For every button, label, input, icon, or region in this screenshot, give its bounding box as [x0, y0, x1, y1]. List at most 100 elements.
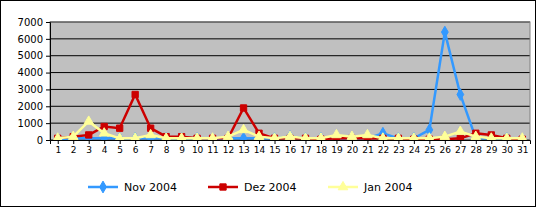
x-tick-mark — [445, 140, 446, 144]
y-axis: 01000200030004000500060007000 — [18, 17, 51, 146]
x-tick-mark — [398, 140, 399, 144]
y-tick: 7000 — [18, 17, 50, 28]
series-marker — [53, 133, 63, 140]
legend-item: Nov 2004 — [88, 181, 177, 194]
x-tick: 19 — [331, 140, 343, 155]
y-tick-label: 0 — [37, 135, 43, 146]
x-tick-mark — [135, 140, 136, 144]
series-marker — [223, 131, 233, 139]
series-marker — [146, 129, 156, 137]
x-tick-mark — [507, 140, 508, 144]
chart: 0100020003000400050006000700012345678910… — [0, 0, 536, 207]
y-tick: 2000 — [18, 101, 50, 112]
x-tick-label: 24 — [409, 145, 421, 155]
y-tick-label: 3000 — [18, 84, 43, 95]
x-tick-label: 17 — [300, 145, 311, 155]
series-marker — [254, 131, 264, 139]
y-tick: 0 — [37, 135, 50, 146]
series-marker — [132, 91, 138, 97]
series-marker — [440, 131, 450, 139]
x-tick: 12 — [223, 140, 234, 155]
y-tick: 3000 — [18, 84, 50, 95]
series-marker — [239, 124, 249, 132]
x-tick-mark — [414, 140, 415, 144]
series-marker — [192, 133, 202, 140]
series-marker — [394, 133, 404, 140]
x-tick: 8 — [164, 140, 170, 155]
x-tick-label: 23 — [393, 145, 404, 155]
x-tick-mark — [166, 140, 167, 144]
legend-label: Dez 2004 — [244, 181, 297, 194]
y-tick-mark — [46, 106, 50, 107]
chart-border — [1, 1, 536, 207]
x-tick: 1 — [55, 140, 61, 155]
x-tick: 17 — [300, 140, 311, 155]
series-marker — [99, 128, 109, 136]
x-tick: 29 — [486, 140, 498, 155]
x-tick: 21 — [362, 140, 373, 155]
grid-line — [50, 55, 530, 56]
x-tick-label: 4 — [102, 145, 108, 155]
x-tick: 7 — [148, 140, 154, 155]
series-marker — [517, 133, 527, 140]
series-marker — [161, 133, 171, 140]
x-tick-label: 29 — [486, 145, 498, 155]
series-marker — [425, 133, 435, 140]
x-tick: 15 — [269, 140, 280, 155]
x-tick-label: 11 — [207, 145, 218, 155]
y-tick-label: 6000 — [18, 34, 43, 45]
x-tick-label: 18 — [316, 145, 328, 155]
series-line — [58, 32, 523, 139]
y-tick: 4000 — [18, 67, 50, 78]
series-marker — [457, 135, 463, 140]
x-tick-mark — [321, 140, 322, 144]
legend-label: Jan 2004 — [363, 181, 412, 194]
plot-frame — [50, 22, 530, 140]
x-tick-mark — [352, 140, 353, 144]
x-tick: 31 — [517, 140, 528, 155]
series-marker — [270, 133, 280, 140]
legend-item: Jan 2004 — [328, 181, 412, 194]
y-tick-mark — [46, 140, 50, 141]
y-tick-mark — [46, 73, 50, 74]
legend: Nov 2004 Dez 2004 Jan 2004 — [88, 181, 412, 194]
legend-label: Nov 2004 — [124, 181, 177, 194]
plot: 0100020003000400050006000700012345678910… — [18, 17, 531, 156]
x-tick: 25 — [424, 140, 435, 155]
x-tick-mark — [259, 140, 260, 144]
x-tick-mark — [89, 140, 90, 144]
x-tick-mark — [104, 140, 105, 144]
series-marker — [84, 116, 94, 124]
x-tick-label: 14 — [254, 145, 266, 155]
series-marker — [177, 133, 187, 140]
legend-marker — [100, 181, 107, 193]
x-tick-label: 25 — [424, 145, 435, 155]
x-tick: 22 — [378, 140, 389, 155]
y-tick-label: 4000 — [18, 67, 43, 78]
x-tick-label: 2 — [71, 145, 77, 155]
series-marker — [240, 105, 246, 111]
x-tick: 4 — [102, 140, 108, 155]
x-tick-mark — [182, 140, 183, 144]
x-tick-label: 22 — [378, 145, 389, 155]
x-tick-label: 26 — [440, 145, 452, 155]
series-group — [53, 26, 527, 140]
series-marker — [378, 133, 388, 140]
x-tick-label: 15 — [269, 145, 280, 155]
x-tick-label: 10 — [192, 145, 204, 155]
x-tick: 28 — [471, 140, 483, 155]
x-tick-label: 9 — [179, 145, 185, 155]
y-tick: 6000 — [18, 34, 50, 45]
x-tick-mark — [429, 140, 430, 144]
series-marker — [68, 131, 78, 139]
x-tick-label: 7 — [148, 145, 154, 155]
x-tick-mark — [476, 140, 477, 144]
x-tick: 20 — [347, 140, 359, 155]
x-tick: 27 — [455, 140, 466, 155]
x-tick-mark — [336, 140, 337, 144]
x-tick: 16 — [285, 140, 297, 155]
x-tick-label: 20 — [347, 145, 359, 155]
series-marker — [86, 132, 92, 138]
grid-line — [50, 72, 530, 73]
series-marker — [117, 125, 123, 131]
